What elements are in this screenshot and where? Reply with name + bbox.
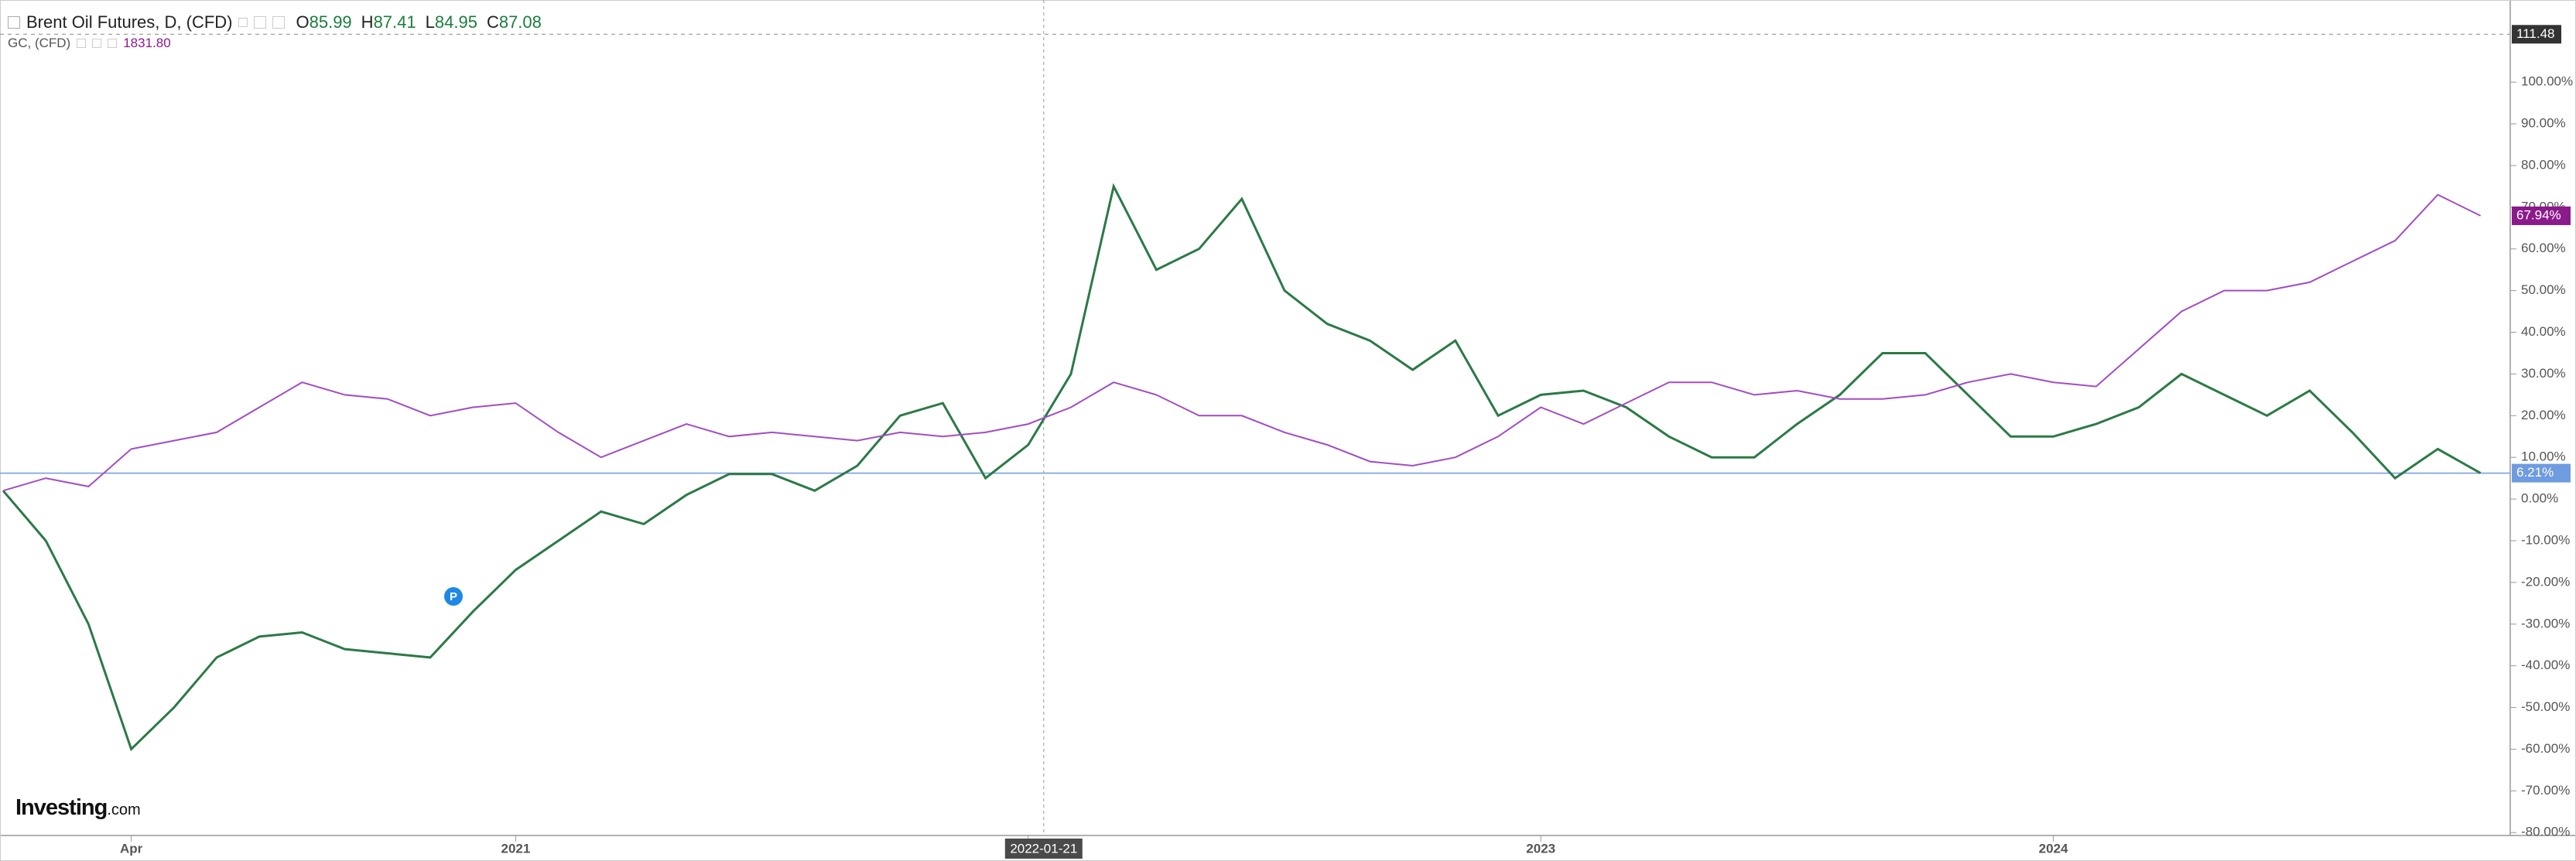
crosshair-box	[1004, 839, 1083, 859]
y-tick-label: -10.00%	[2521, 532, 2570, 547]
x-tick-label: 2024	[2039, 841, 2068, 856]
logo: Investing.com	[15, 795, 141, 821]
marker-dot	[444, 587, 463, 606]
logo-suffix: .com	[107, 801, 141, 818]
y-tick-label: 80.00%	[2521, 157, 2566, 172]
y-tick-label: -80.00%	[2521, 825, 2570, 839]
collapse-icon[interactable]	[8, 16, 20, 29]
ohlc-value: 84.95	[434, 12, 477, 32]
ohlc-letter: L	[425, 12, 435, 32]
ohlc-item: H87.41	[361, 12, 416, 32]
ohlc-letter: H	[361, 12, 374, 32]
series-title: GC, (CFD)	[8, 36, 71, 50]
crosshair-label: 2022-01-21	[1010, 841, 1077, 856]
y-tick-label: -30.00%	[2521, 616, 2570, 630]
legend-row: GC, (CFD) 1831.80	[8, 34, 542, 53]
y-tick-label: 0.00%	[2521, 491, 2558, 506]
series-title: Brent Oil Futures, D, (CFD)	[26, 12, 233, 32]
ohlc-value: 87.08	[498, 12, 542, 32]
y-tick-label: -40.00%	[2521, 658, 2570, 672]
y-tick-label: -70.00%	[2521, 783, 2570, 798]
hide-icon[interactable]	[272, 16, 286, 29]
y-tick-label: -60.00%	[2521, 741, 2570, 756]
ohlc-letter: C	[486, 12, 499, 32]
ohlc-value: 87.41	[373, 12, 416, 32]
ohlc-item: C87.08	[487, 12, 542, 32]
y-tick-label: -20.00%	[2521, 574, 2570, 589]
series-line	[2, 193, 2482, 492]
dropdown-icon[interactable]	[238, 18, 248, 27]
price-marker-box	[2512, 25, 2561, 44]
close-icon[interactable]	[108, 39, 118, 48]
y-tick-label: 90.00%	[2521, 116, 2566, 131]
legend-row: Brent Oil Futures, D, (CFD) O85.99 H87.41…	[8, 11, 542, 34]
y-tick-label: 40.00%	[2521, 324, 2566, 339]
ohlc-value: 85.99	[309, 12, 352, 32]
y-tick-label: 50.00%	[2521, 282, 2566, 297]
x-tick-label: 2021	[501, 841, 530, 856]
ohlc-letter: O	[296, 12, 310, 32]
ohlc: O85.99 H87.41 L84.95 C87.08	[291, 12, 541, 32]
y-tick-label: 60.00%	[2521, 241, 2566, 255]
ohlc-item: O85.99	[296, 12, 351, 32]
y-tick-label: 10.00%	[2521, 449, 2566, 464]
last-value-label: 67.94%	[2516, 207, 2561, 222]
price-marker-label: 111.48	[2516, 26, 2554, 41]
y-tick-label: 20.00%	[2521, 408, 2566, 422]
x-tick-label: Apr	[120, 841, 143, 856]
marker-label: P	[450, 590, 457, 603]
hide-icon[interactable]	[92, 39, 102, 48]
last-value-box	[2512, 206, 2571, 225]
settings-icon[interactable]	[254, 16, 267, 29]
logo-name: Investing	[15, 795, 108, 820]
legend: Brent Oil Futures, D, (CFD) O85.99 H87.41…	[8, 11, 542, 53]
ohlc-item: L84.95	[426, 12, 477, 32]
y-tick-label: 100.00%	[2521, 74, 2573, 89]
x-tick-label: 2023	[1526, 841, 1555, 856]
last-value-label: 6.21%	[2516, 465, 2554, 480]
y-tick-label: -50.00%	[2521, 699, 2570, 714]
last-value-box	[2512, 463, 2571, 483]
series-last-value: 1831.80	[123, 36, 171, 50]
series-line	[2, 183, 2482, 752]
settings-icon[interactable]	[77, 39, 87, 48]
y-tick-label: 30.00%	[2521, 366, 2566, 381]
